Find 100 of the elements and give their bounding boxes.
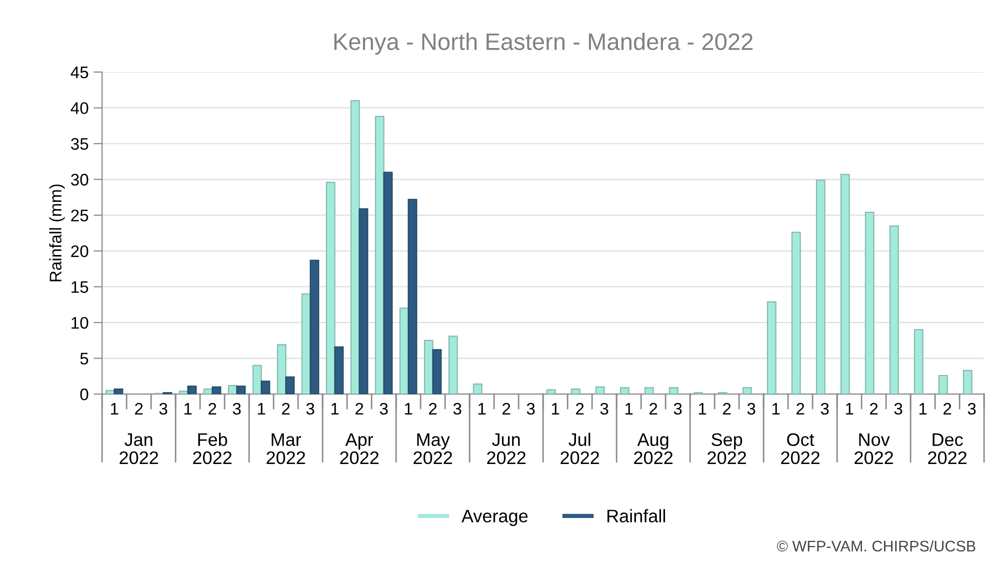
bar [326,182,336,394]
text: Oct 2022 [781,433,820,464]
y-tick-label: 45 [70,66,88,78]
x-tick-label: 1 [258,403,266,415]
x-tick-label: 3 [894,402,902,415]
bar [114,388,124,394]
bar [178,390,188,394]
x-tick-label: 3 [674,402,682,415]
x-tick-label: 2 [650,402,658,415]
bar [742,387,752,394]
bar [383,172,393,394]
x-tick-label: 3 [820,402,829,415]
bar [408,198,418,394]
bar [546,389,556,394]
bar [840,174,850,394]
text: May 2022 [414,433,452,464]
x-tick-label: 3 [526,402,535,415]
bar [252,364,262,394]
text: Nov 2022 [854,433,893,464]
bar [620,387,630,394]
bar [212,386,222,394]
text: © WFP-VAM. CHIRPS/UCSB [776,540,976,552]
x-tick-label: 2 [356,402,364,415]
bar [595,386,605,394]
x-tick-label: 1 [552,403,560,415]
x-tick-label: 1 [625,403,633,415]
bar [864,212,874,394]
x-tick-label: 1 [404,403,412,415]
text: Aug 2022 [634,433,672,464]
x-tick-label: 2 [870,402,878,415]
bar [187,386,197,394]
bar [203,388,213,394]
x-tick-label: 2 [944,402,952,415]
text: Feb 2022 [193,432,232,464]
bar [889,225,899,394]
text: Jan 2022 [120,433,158,464]
bar [570,388,580,394]
chart-title: Kenya - North Eastern - Mandera - 2022 [334,32,753,55]
text: Mar 2022 [266,433,305,464]
bar [938,374,948,394]
bar [962,370,972,394]
bar [285,376,295,394]
y-tick-label: 5 [80,352,88,365]
bar [334,346,344,394]
bar [301,293,311,394]
bar [766,301,776,394]
x-tick-label: 2 [429,402,437,415]
bar [310,260,320,394]
x-tick-label: 2 [502,402,510,415]
x-tick-label: 3 [968,402,976,415]
x-tick-label: 1 [698,403,706,415]
y-tick-label: 15 [72,281,88,293]
bar [374,116,384,394]
x-tick-label: 3 [380,402,388,415]
x-tick-label: 3 [453,402,462,415]
legend-label: Rainfall [607,509,666,522]
y-tick-label: 30 [70,174,88,186]
y-tick-label: 35 [70,138,88,150]
y-tick-label: 25 [71,210,88,222]
bar [236,386,246,394]
y-axis-title: Rainfall (mm) [49,184,65,282]
bar [276,344,286,394]
bar [260,380,270,394]
bar [424,340,434,394]
text: Sep 2022 [708,433,746,464]
x-tick-label: 1 [919,403,927,415]
x-tick-label: 1 [772,403,780,415]
x-tick-label: 1 [184,403,192,415]
x-tick-label: 3 [232,402,241,415]
text: Dec 2022 [928,433,966,464]
x-tick-label: 1 [331,403,339,415]
y-tick-label: 0 [80,388,88,400]
x-tick-label: 1 [478,403,486,415]
bar [816,180,826,394]
y-tick-label: 40 [70,102,88,114]
x-tick-label: 3 [600,402,608,415]
bar [791,232,801,394]
y-tick-label: 20 [71,245,88,258]
x-tick-label: 1 [846,403,854,415]
x-tick-label: 3 [306,402,314,415]
bar [358,208,368,394]
legend-label: Average [461,510,528,526]
text: Jun 2022 [487,433,526,464]
x-tick-label: 3 [159,402,168,415]
bar [228,384,238,394]
bar [914,329,924,394]
x-tick-label: 2 [796,402,804,415]
bar [350,100,360,394]
bar [399,308,409,394]
x-tick-label: 2 [208,402,216,415]
text: Jul 2022 [560,432,599,464]
x-tick-label: 2 [282,402,290,415]
bar [472,384,482,394]
x-tick-label: 3 [747,402,756,415]
bar [432,349,442,394]
bar [668,387,678,394]
y-tick-label: 10 [72,316,88,329]
bar [644,387,654,394]
x-tick-label: 2 [723,402,731,415]
text: Apr 2022 [340,433,378,464]
